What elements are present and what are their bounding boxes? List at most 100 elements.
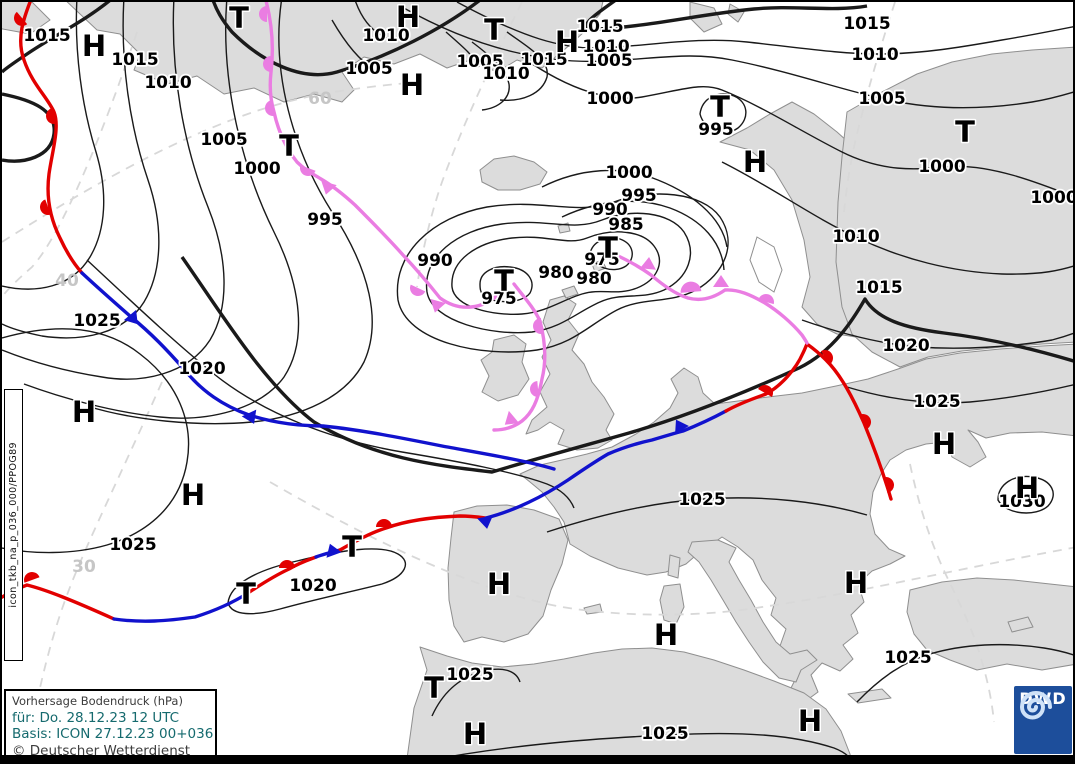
low-center-label: T [424,671,444,705]
warm-front-germany [724,342,809,413]
pressure-label: 995 [698,120,734,140]
product-id-box: icon_tkb_na_p_036_000/PPOG89 [4,389,23,661]
isobar [2,2,105,290]
low-center-label: T [710,90,730,124]
isobar [355,2,395,41]
land-ireland [480,334,530,402]
isobar-bold [180,256,1073,474]
isobar [331,19,375,71]
isobar [997,475,1054,514]
pressure-label: 1025 [641,724,688,744]
warm-front-symbol [758,385,773,397]
occluded-front-symbol [300,165,316,176]
pressure-label: 1025 [678,490,725,510]
low-center-label: T [494,264,514,298]
warm-front-atlantic [19,2,84,275]
isobar-bold-layer [2,2,1073,474]
land-italy [687,539,818,683]
warm-front-sw3 [338,514,488,552]
land-corsica [667,554,681,579]
pressure-label: 995 [307,210,343,230]
pressure-label: 1005 [585,51,632,71]
isobar [479,265,533,303]
occluded-front-symbol [640,257,656,270]
warm-front-symbol [376,519,392,527]
isobar [396,193,729,353]
high-center-label: H [487,567,511,601]
legend-copyright: © Deutscher Wetterdienst [12,742,191,758]
pressure-label: 1000 [586,89,633,109]
low-center-label: T [484,13,504,47]
pressure-label: 975 [481,289,517,309]
low-center-label: T [229,2,249,35]
occluded-front-symbol [259,6,267,22]
land-ne-russia [835,46,1073,368]
low-center-label: T [955,115,975,149]
isobar [419,732,854,762]
pressure-label: 1000 [1030,188,1075,208]
pressure-label: 1015 [520,50,567,70]
land-iceland [479,155,548,191]
pressure-label: 1010 [832,227,879,247]
low-center-label: T [236,577,256,611]
pressure-label: 1015 [855,278,902,298]
pressure-label: 1000 [605,163,652,183]
bottom-bar [2,755,1073,762]
occluded-front-symbol [533,318,541,334]
high-center-label: H [844,566,868,600]
pressure-label: 980 [538,263,574,283]
high-center-label: H [555,25,579,59]
isobar [2,2,225,380]
sea-bothnia [749,236,783,293]
isobar [86,2,373,425]
cold-front-symbol [241,409,257,424]
pressure-label: 985 [608,215,644,235]
pressure-label: 990 [592,200,628,220]
cold-front-symbols [123,309,689,558]
occluded-front-symbol [680,281,702,293]
isobar [699,93,747,133]
isobar [2,328,190,554]
dwd-logo: DWD [1014,686,1072,754]
high-center-label: H [743,145,767,179]
land-europe [519,343,1073,704]
cold-front-sw1 [112,591,250,623]
pressure-label: 980 [576,269,612,289]
pressure-label: 1005 [200,130,247,150]
isobar [541,169,728,248]
low-center-label: T [342,530,362,564]
occluded-front-symbols [259,6,774,425]
occluded-front-scandinavia [612,252,809,345]
isobar [23,2,300,419]
dwd-spiral-icon [1019,691,1052,720]
pressure-label: 1010 [144,73,191,93]
occluded-front-symbol [410,284,426,296]
isobar [846,384,1073,404]
pressure-label: 1015 [843,14,890,34]
land-iberia [447,504,569,643]
warm-front-symbol [860,414,871,430]
isobar [456,2,1073,55]
high-center-label: H [463,717,487,751]
isobar [721,161,1073,275]
cold-front-symbol [326,543,342,558]
warm-front-symbol [821,350,833,365]
occluded-front-symbol [265,100,274,116]
isobar [801,319,1073,349]
high-center-label: H [72,395,96,429]
high-center-label: H [400,68,424,102]
pressure-label: 1010 [582,37,629,57]
isobar [499,31,548,101]
high-center-label: H [798,704,822,738]
low-center-label: T [279,129,299,163]
occluded-front-irish-sea [492,282,547,432]
cold-front-symbol [675,419,689,434]
warm-front-symbol [24,572,40,583]
isobar [856,643,1073,703]
pressure-label: 1010 [482,64,529,84]
isobar [521,56,1073,198]
high-center-label: H [932,427,956,461]
cold-front-symbol [477,515,493,529]
